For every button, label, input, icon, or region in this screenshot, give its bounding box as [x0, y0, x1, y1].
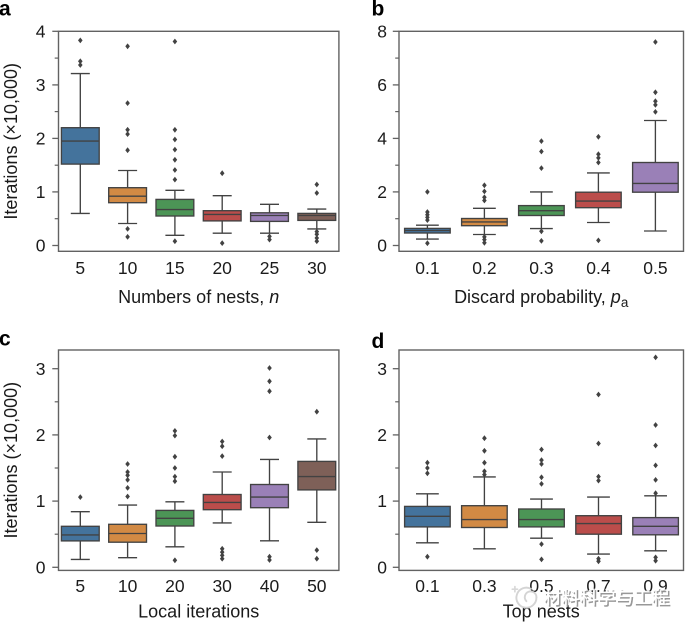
svg-text:0.7: 0.7: [586, 576, 610, 596]
svg-text:0.1: 0.1: [415, 258, 439, 278]
svg-text:c: c: [0, 328, 11, 351]
svg-text:1: 1: [36, 182, 46, 202]
svg-text:0.3: 0.3: [472, 576, 496, 596]
svg-text:2: 2: [377, 425, 387, 445]
svg-text:0.1: 0.1: [415, 576, 439, 596]
svg-text:Discard probability, pa: Discard probability, pa: [454, 287, 629, 310]
svg-text:1: 1: [36, 491, 46, 511]
svg-text:3: 3: [36, 75, 46, 95]
svg-text:d: d: [372, 330, 385, 353]
svg-text:0.4: 0.4: [586, 258, 611, 278]
svg-text:4: 4: [36, 21, 46, 41]
svg-text:10: 10: [118, 258, 138, 278]
svg-text:0.3: 0.3: [529, 258, 553, 278]
svg-text:3: 3: [377, 359, 387, 379]
svg-text:40: 40: [260, 576, 280, 596]
svg-text:Iterations (×10,000): Iterations (×10,000): [1, 382, 21, 539]
svg-text:0: 0: [36, 557, 46, 577]
svg-text:25: 25: [260, 258, 279, 278]
svg-text:8: 8: [377, 21, 387, 41]
svg-text:2: 2: [36, 129, 46, 149]
svg-text:6: 6: [377, 75, 387, 95]
svg-text:a: a: [0, 0, 11, 21]
svg-text:20: 20: [212, 258, 232, 278]
svg-text:b: b: [372, 0, 385, 20]
svg-text:2: 2: [36, 425, 46, 445]
svg-text:Iterations (×10,000): Iterations (×10,000): [1, 63, 21, 220]
svg-text:0.2: 0.2: [472, 258, 496, 278]
svg-text:1: 1: [377, 491, 387, 511]
svg-text:20: 20: [165, 576, 185, 596]
svg-text:2: 2: [377, 182, 387, 202]
svg-text:4: 4: [377, 129, 387, 149]
svg-text:30: 30: [212, 576, 232, 596]
svg-text:5: 5: [75, 258, 85, 278]
svg-text:5: 5: [75, 576, 85, 596]
svg-text:15: 15: [165, 258, 184, 278]
svg-text:0: 0: [377, 236, 387, 256]
svg-text:30: 30: [307, 258, 327, 278]
svg-text:0: 0: [377, 557, 387, 577]
svg-text:0.5: 0.5: [643, 258, 667, 278]
svg-text:Numbers of nests, n: Numbers of nests, n: [118, 287, 279, 307]
svg-text:Local iterations: Local iterations: [138, 602, 259, 622]
svg-text:3: 3: [36, 359, 46, 379]
svg-text:10: 10: [118, 576, 138, 596]
svg-text:0: 0: [36, 236, 46, 256]
svg-text:50: 50: [307, 576, 327, 596]
